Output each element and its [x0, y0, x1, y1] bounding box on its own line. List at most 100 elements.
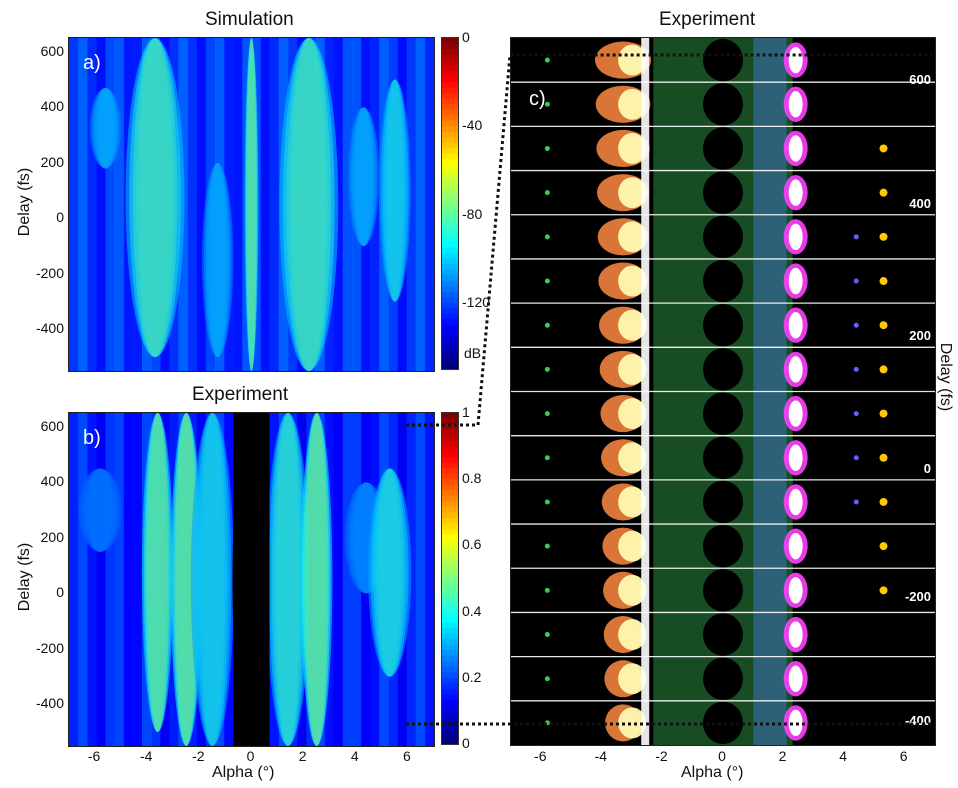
- panel-b-colorbar: [441, 412, 459, 745]
- heatmap-feature: [190, 413, 234, 746]
- heatmap-band: [196, 38, 207, 371]
- colorbar-segment: [442, 319, 458, 326]
- image-spot-far-right: [879, 321, 888, 330]
- colorbar-segment: [442, 71, 458, 78]
- colorbar-segment: [442, 313, 458, 320]
- ytick-label: -400: [35, 320, 64, 337]
- colorbar-segment: [442, 93, 458, 100]
- colorbar-tick-label: 1: [462, 404, 470, 420]
- colorbar-segment: [442, 424, 458, 431]
- image-white-line: [641, 524, 650, 569]
- colorbar-segment: [442, 435, 458, 442]
- panel-b-xlabel: Alpha (°): [212, 764, 275, 781]
- image-spot-far-left: [544, 145, 550, 151]
- xtick-label: 2: [298, 748, 307, 764]
- heatmap-band: [123, 413, 134, 746]
- colorbar-segment: [442, 363, 458, 369]
- image-white-line: [641, 82, 650, 127]
- image-spot-far-left: [544, 587, 550, 593]
- ytick-label: 0: [56, 209, 64, 226]
- image-center-disk: [703, 569, 743, 612]
- ytick-label: -200: [35, 264, 64, 281]
- image-spot-blue: [853, 366, 859, 372]
- image-white-line: [641, 303, 650, 348]
- colorbar-segment: [442, 181, 458, 188]
- colorbar-segment: [442, 468, 458, 475]
- colorbar-segment: [442, 666, 458, 673]
- colorbar-segment: [442, 534, 458, 541]
- colorbar-segment: [442, 644, 458, 651]
- heatmap-band: [187, 38, 198, 371]
- image-spot-right-core: [788, 223, 803, 251]
- heatmap-band: [69, 413, 79, 746]
- image-spot-blue: [853, 455, 859, 461]
- xtick-label: 0: [246, 748, 255, 764]
- colorbar-segment: [442, 264, 458, 271]
- image-center-disk: [703, 348, 743, 391]
- delay-label: 400: [909, 195, 931, 211]
- heatmap-band: [415, 38, 426, 371]
- xtick-label: 0: [718, 748, 726, 764]
- colorbar-segment: [442, 236, 458, 243]
- colorbar-segment: [442, 253, 458, 260]
- xtick-label: 4: [350, 748, 359, 764]
- heatmap-band: [96, 413, 106, 746]
- heatmap-feature-layer: [266, 413, 310, 746]
- colorbar-segment: [442, 650, 458, 657]
- image-center-disk: [703, 524, 743, 568]
- image-spot-right-core: [788, 444, 803, 472]
- heatmap-feature: [201, 162, 234, 358]
- colorbar-segment: [442, 672, 458, 679]
- colorbar-segment: [442, 131, 458, 138]
- image-spot-right-core: [788, 532, 803, 560]
- colorbar-segment: [442, 286, 458, 293]
- panel-a-title: Simulation: [205, 9, 294, 30]
- colorbar-segment: [442, 501, 458, 508]
- colorbar-segment: [442, 727, 458, 734]
- heatmap-feature-layer: [279, 38, 339, 371]
- heatmap-band: [69, 38, 79, 371]
- colorbar-tick-label: 0: [462, 735, 470, 751]
- panel-b-heatmap-svg: [69, 413, 434, 746]
- image-white-line: [641, 656, 650, 701]
- heatmap-band: [114, 38, 125, 371]
- colorbar-tick-label: -80: [462, 205, 483, 222]
- image-center-disk: [703, 480, 743, 524]
- colorbar-segment: [442, 413, 458, 420]
- panel-a-ylabel: Delay (fs): [16, 167, 33, 237]
- heatmap-feature: [125, 38, 185, 358]
- colorbar-segment: [442, 705, 458, 712]
- image-spot-far-left: [544, 676, 550, 682]
- heatmap-band: [114, 413, 125, 746]
- colorbar-segment: [442, 418, 458, 425]
- heatmap-band: [105, 413, 116, 746]
- colorbar-segment: [442, 302, 458, 309]
- colorbar-segment: [442, 584, 458, 591]
- image-spot-far-left: [544, 190, 550, 196]
- colorbar-segment: [442, 512, 458, 519]
- colorbar-segment: [442, 716, 458, 723]
- colorbar-segment: [442, 43, 458, 50]
- image-spot-blue: [853, 234, 859, 240]
- heatmap-feature: [279, 38, 339, 371]
- colorbar-segment: [442, 109, 458, 116]
- image-spot-right-core: [788, 400, 803, 427]
- xtick-label: 6: [899, 748, 908, 764]
- colorbar-segment: [442, 335, 458, 343]
- heatmap-band: [78, 38, 88, 371]
- colorbar-segment: [442, 517, 458, 524]
- image-spot-blue: [853, 499, 859, 505]
- image-center-disk: [703, 657, 743, 700]
- colorbar-segment: [442, 170, 458, 177]
- colorbar-segment: [442, 639, 458, 646]
- heatmap-band: [269, 38, 280, 371]
- colorbar-segment: [442, 159, 458, 166]
- colorbar-segment: [442, 76, 458, 83]
- heatmap-feature-layer: [244, 38, 259, 371]
- colorbar-segment: [442, 699, 458, 706]
- image-spot-right-core: [788, 621, 803, 648]
- colorbar-segment: [442, 606, 458, 613]
- colorbar-segment: [442, 655, 458, 662]
- colorbar-segment: [442, 341, 458, 348]
- image-lobe-left-core: [618, 574, 647, 606]
